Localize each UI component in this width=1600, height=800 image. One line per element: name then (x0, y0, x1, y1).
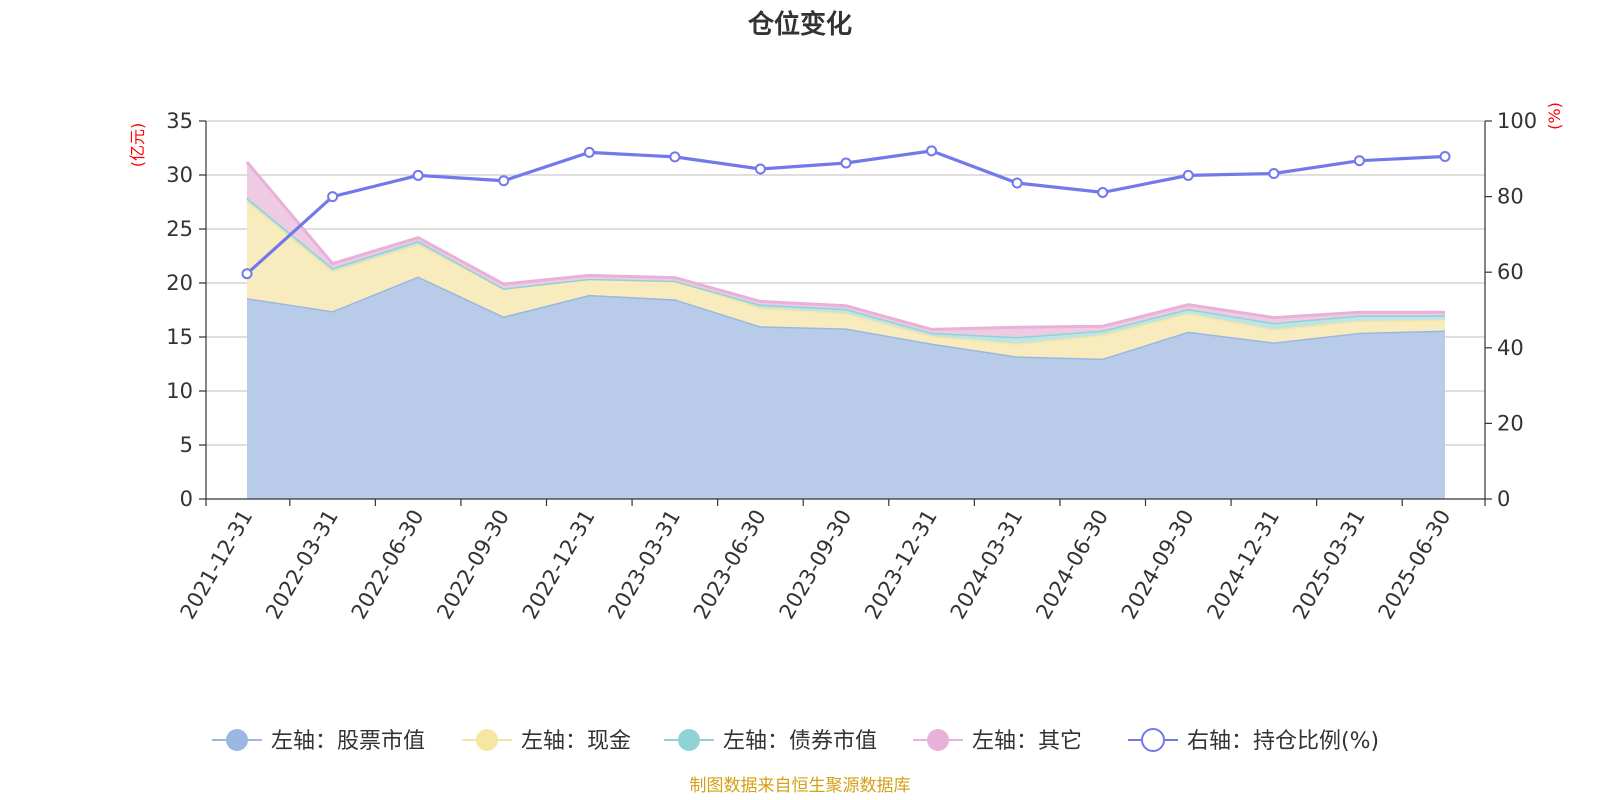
area-fill (247, 276, 1445, 499)
legend-marker (226, 729, 248, 751)
legend-label: 左轴：股票市值 (271, 729, 425, 754)
right-axis-tick-label: 0 (1497, 487, 1510, 511)
chart-title: 仓位变化 (747, 9, 852, 40)
left-axis-tick-label: 35 (166, 109, 193, 133)
holding-ratio-point (1097, 186, 1109, 198)
holding-ratio-point (327, 191, 339, 203)
x-axis-tick-label: 2022-06-30 (347, 506, 429, 624)
holding-ratio-point (241, 268, 253, 280)
legend-marker (678, 729, 700, 751)
x-axis-tick-label: 2023-03-31 (603, 506, 685, 624)
holding-ratio-point (1268, 168, 1280, 180)
right-axis-unit: (%) (1545, 102, 1564, 130)
holding-ratio-point (1011, 177, 1023, 189)
holding-ratio-point (1353, 155, 1365, 167)
right-axis-tick-label: 20 (1497, 411, 1524, 435)
x-axis-tick-label: 2023-06-30 (689, 506, 771, 624)
x-axis-tick-label: 2022-09-30 (432, 506, 514, 624)
ratio-line (241, 145, 1451, 280)
holding-ratio-point (1182, 169, 1194, 181)
x-axis-tick-label: 2023-09-30 (775, 506, 857, 624)
holding-ratio-point (840, 157, 852, 169)
x-axis-tick-label: 2024-09-30 (1117, 506, 1199, 624)
right-axis-tick-label: 80 (1497, 185, 1524, 209)
area-top-line (245, 161, 1445, 331)
legend-marker (476, 729, 498, 751)
holding-ratio-point (412, 169, 424, 181)
x-axis-tick-label: 2024-12-31 (1202, 506, 1284, 624)
x-axis-tick-label: 2022-12-31 (518, 506, 600, 624)
source-note: 制图数据来自恒生聚源数据库 (690, 776, 911, 796)
holding-ratio-point (754, 163, 766, 175)
left-axis-unit: (亿元) (128, 123, 147, 168)
left-axis-tick-label: 15 (166, 325, 193, 349)
x-axis-tick-label: 2021-12-31 (176, 506, 258, 624)
left-axis-tick-label: 5 (180, 433, 193, 457)
holding-ratio-point (669, 151, 681, 163)
right-axis-tick-label: 100 (1497, 109, 1537, 133)
right-axis-tick-label: 60 (1497, 260, 1524, 284)
legend-label: 左轴：其它 (972, 729, 1082, 754)
left-axis-tick-label: 25 (166, 217, 193, 241)
holding-ratio-point (926, 145, 938, 157)
left-axis-tick-label: 30 (166, 163, 193, 187)
right-axis-tick-label: 40 (1497, 336, 1524, 360)
x-axis-tick-label: 2023-12-31 (860, 506, 942, 624)
x-axis-tick-label: 2025-03-31 (1288, 506, 1370, 624)
legend-marker (927, 729, 949, 751)
left-axis-tick-label: 0 (180, 487, 193, 511)
legend-label: 左轴：现金 (521, 729, 631, 754)
holding-ratio-point (498, 175, 510, 187)
x-axis-tick-label: 2024-06-30 (1031, 506, 1113, 624)
holding-ratio-point (1439, 151, 1451, 163)
legend-marker (1141, 728, 1165, 752)
legend-label: 左轴：债券市值 (723, 729, 877, 754)
legend-label: 右轴：持仓比例(%) (1187, 729, 1379, 754)
x-axis-tick-label: 2024-03-31 (946, 506, 1028, 624)
x-axis-tick-label: 2025-06-30 (1374, 506, 1456, 624)
x-axis-tick-label: 2022-03-31 (261, 506, 343, 624)
holding-ratio-point (583, 146, 595, 158)
left-axis-tick-label: 10 (166, 379, 193, 403)
left-axis-tick-label: 20 (166, 271, 193, 295)
stacked-areas (245, 161, 1446, 499)
legend: 左轴：股票市值 左轴：现金 左轴：债券市值 左轴：其它 右轴：持仓比例(%) (212, 728, 1379, 754)
